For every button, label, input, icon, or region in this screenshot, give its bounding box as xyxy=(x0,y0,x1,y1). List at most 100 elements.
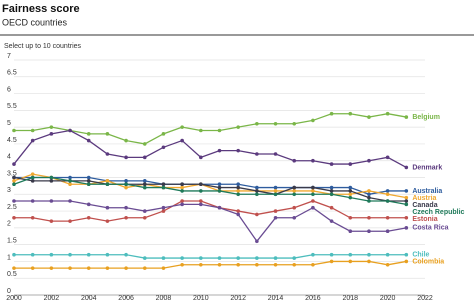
point xyxy=(68,128,72,133)
legend-label[interactable]: Australia xyxy=(412,188,442,195)
point xyxy=(385,252,390,257)
x-tick-label: 2010 xyxy=(193,295,209,302)
point xyxy=(311,199,315,203)
point xyxy=(199,155,203,160)
point xyxy=(30,138,35,143)
point xyxy=(329,162,334,166)
point xyxy=(86,138,91,143)
point xyxy=(404,215,409,220)
point xyxy=(404,259,409,264)
point xyxy=(105,132,110,136)
point xyxy=(105,179,110,183)
legend-label[interactable]: Belgium xyxy=(412,114,440,121)
point xyxy=(142,182,147,187)
point xyxy=(273,152,278,156)
point xyxy=(180,199,184,203)
point xyxy=(273,215,278,220)
point xyxy=(124,182,128,187)
point xyxy=(12,128,16,133)
point xyxy=(30,252,35,257)
point xyxy=(311,185,315,190)
point xyxy=(161,209,166,213)
point xyxy=(311,189,315,193)
point xyxy=(142,215,147,220)
y-tick-label: 4 xyxy=(7,154,11,161)
point xyxy=(404,189,409,193)
point xyxy=(273,262,278,267)
point xyxy=(217,185,222,190)
point xyxy=(367,229,371,234)
point xyxy=(404,195,409,200)
legend-label[interactable]: Austria xyxy=(412,195,436,202)
point xyxy=(161,205,166,210)
point xyxy=(404,226,409,230)
point xyxy=(161,182,166,187)
legend-label[interactable]: Czech Republic xyxy=(412,209,464,216)
point xyxy=(385,262,390,267)
legend-label[interactable]: Canada xyxy=(412,202,437,209)
point xyxy=(348,111,353,116)
point xyxy=(68,266,72,270)
point xyxy=(105,205,110,210)
series-line xyxy=(13,176,407,202)
point xyxy=(329,192,334,197)
point xyxy=(124,138,128,143)
point xyxy=(49,266,54,270)
point xyxy=(292,192,297,197)
point xyxy=(68,252,72,257)
point xyxy=(142,266,147,270)
legend-label[interactable]: Estonia xyxy=(412,216,437,223)
point xyxy=(49,125,54,129)
point xyxy=(385,155,390,160)
x-tick-label: 2014 xyxy=(268,295,284,302)
point xyxy=(236,185,240,190)
point xyxy=(105,266,110,270)
point xyxy=(68,199,72,203)
point xyxy=(385,111,390,116)
series-line xyxy=(14,200,407,243)
point xyxy=(311,252,315,257)
x-tick-label: 2008 xyxy=(156,295,172,302)
point xyxy=(30,215,35,220)
point xyxy=(348,195,353,200)
point xyxy=(12,199,16,203)
point xyxy=(180,125,184,129)
selection-note[interactable]: Select up to 10 countries xyxy=(4,43,82,50)
x-tick-label: 2002 xyxy=(44,295,60,302)
point xyxy=(273,256,278,260)
legend-label[interactable]: Costa Rica xyxy=(412,225,448,232)
point xyxy=(124,155,128,160)
point xyxy=(180,256,184,260)
point xyxy=(30,266,35,270)
x-tick-label: 2016 xyxy=(305,295,321,302)
point xyxy=(348,185,353,190)
legend-label[interactable]: Chile xyxy=(412,252,429,259)
point xyxy=(404,252,409,257)
point xyxy=(329,185,334,190)
legend-label[interactable]: Colombia xyxy=(412,259,444,266)
point xyxy=(385,215,390,220)
point xyxy=(348,189,353,193)
point xyxy=(86,175,91,180)
point xyxy=(86,215,91,220)
point xyxy=(255,192,259,197)
point xyxy=(180,182,184,187)
point xyxy=(367,195,371,200)
point xyxy=(348,252,353,257)
x-tick-label: 2012 xyxy=(230,295,246,302)
point xyxy=(180,138,184,143)
point xyxy=(217,262,222,267)
point xyxy=(217,182,222,187)
point xyxy=(292,189,297,193)
y-tick-label: 6 xyxy=(7,86,11,93)
y-tick-label: 5 xyxy=(7,120,11,127)
point xyxy=(49,199,54,203)
point xyxy=(68,219,72,223)
point xyxy=(124,252,128,257)
y-tick-label: 5.5 xyxy=(7,103,17,110)
x-tick-label: 2004 xyxy=(81,295,97,302)
legend-label[interactable]: Denmark xyxy=(412,164,442,171)
point xyxy=(199,202,203,207)
point xyxy=(311,262,315,267)
series-line xyxy=(14,176,407,195)
